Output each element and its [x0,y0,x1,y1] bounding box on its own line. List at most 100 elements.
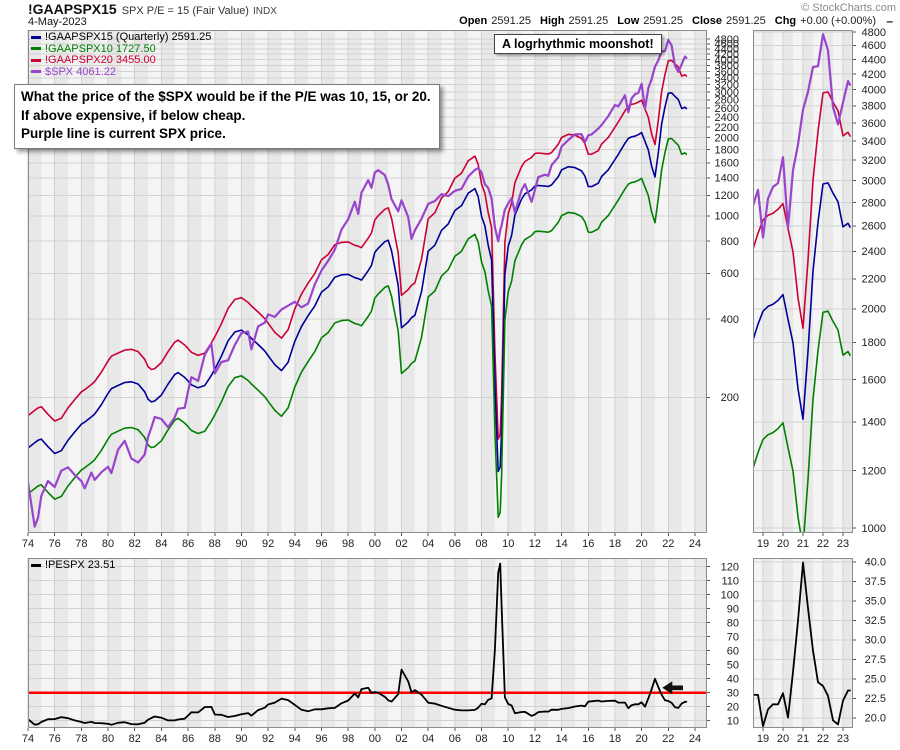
x-axis-tick-label: 12 [529,733,541,745]
x-axis-tick-label: 23 [837,733,849,745]
x-axis-tick-label: 94 [289,733,301,745]
legend-label: !PESPX 23.51 [45,559,116,571]
series-fv15-line [28,91,688,473]
x-axis-tick-label: 18 [609,733,621,745]
y-axis-tick-label: 3200 [715,80,739,92]
y-axis-tick-label: 120 [721,561,739,573]
x-axis-tick-label: 19 [757,733,769,745]
x-axis-tick-label: 12 [529,538,541,550]
y-axis-tick-label: 50 [727,660,739,672]
x-axis-tick-label: 10 [502,538,514,550]
x-axis-tick-label: 18 [609,538,621,550]
y-axis-tick-label: 22.5 [865,693,886,705]
x-axis-tick-label: 14 [555,538,567,550]
y-axis-tick-label: 100 [721,589,739,601]
chg-dash-glyph: – [886,14,893,28]
y-axis-tick-label: 800 [721,236,739,248]
quote-value: 2591.25 [491,15,532,27]
series-pe-line [28,562,688,726]
y-axis-tick-label: 2000 [715,133,739,145]
copyright: © StockCharts.com [801,2,896,14]
annotation-note-line: Purple line is current SPX price. [21,126,226,141]
y-axis-tick-label: 3200 [862,155,886,167]
x-axis-tick-label: 90 [235,538,247,550]
y-axis-tick-label: 3800 [862,101,886,113]
y-axis-tick-label: 30.0 [865,635,886,647]
y-axis-tick-label: 2200 [862,274,886,286]
y-axis-tick-label: 70 [727,631,739,643]
quote-value: +0.00 (+0.00%) [800,15,876,27]
x-axis-tick-label: 10 [502,733,514,745]
x-axis-tick-label: 02 [395,538,407,550]
x-axis-tick-label: 04 [422,538,434,550]
x-axis-tick-label: 74 [22,538,34,550]
x-axis-tick-label: 14 [555,733,567,745]
y-axis-tick-label: 4000 [862,84,886,96]
x-axis-tick-label: 06 [449,538,461,550]
x-axis-tick-label: 20 [777,538,789,550]
legend-label: !GAAPSPX20 3455.00 [45,54,156,66]
x-axis-tick-label: 00 [369,538,381,550]
y-axis-tick-label: 3600 [715,66,739,78]
x-axis-tick-label: 02 [395,733,407,745]
x-axis-tick-label: 20 [777,733,789,745]
x-axis-tick-label: 86 [182,538,194,550]
y-axis-tick-label: 1000 [862,523,886,535]
y-axis-tick-label: 3000 [715,87,739,99]
y-axis-tick-label: 20 [727,702,739,714]
legend-label: !GAAPSPX15 (Quarterly) 2591.25 [45,31,212,43]
legend-swatch [31,35,41,39]
x-axis-tick-label: 82 [129,733,141,745]
y-axis-tick-label: 1800 [862,337,886,349]
series-fv20-line [28,59,688,440]
y-axis-tick-label: 37.5 [865,576,886,588]
x-axis-tick-label: 78 [75,538,87,550]
main-pe-panel: 10 20 30 40 50 60 70 80 90 100 110 120 74 76 78 80 82 84 8… [22,558,739,745]
x-axis-tick-label: 78 [75,733,87,745]
x-axis-tick-label: 84 [155,733,167,745]
y-axis-tick-label: 4400 [862,54,886,66]
x-axis-tick-label: 84 [155,538,167,550]
y-axis-tick-label: 1600 [862,374,886,386]
plot-border [753,558,853,728]
y-axis-tick-label: 4200 [715,49,739,61]
x-axis-tick-label: 74 [22,733,34,745]
x-axis-tick-label: 82 [129,538,141,550]
y-axis-tick-label: 2600 [715,103,739,115]
y-axis-tick-label: 200 [721,392,739,404]
y-axis-tick-label: 30 [727,688,739,700]
x-axis-tick-label: 20 [636,733,648,745]
quote-bar: Open 2591.25 High 2591.25 Low 2591.25 Close 259… [450,15,876,27]
left-arrow-annotation [662,681,683,695]
y-axis-tick-label: 40 [727,674,739,686]
y-axis-tick-label: 2400 [862,246,886,258]
y-axis-tick-label: 4000 [715,54,739,66]
y-axis-tick-label: 2800 [862,197,886,209]
x-axis-tick-label: 22 [662,538,674,550]
y-axis-tick-label: 1800 [715,144,739,156]
y-axis-tick-label: 600 [721,268,739,280]
x-axis-tick-label: 98 [342,538,354,550]
y-axis-tick-label: 4400 [715,44,739,56]
x-axis-tick-label: 76 [49,733,61,745]
annotation-moonshot: A logrhythmic moonshot! [494,34,662,54]
annotation-note-line: If above expensive, if below cheap. [21,107,246,123]
price-legend: !GAAPSPX15 (Quarterly) 2591.25 !GAAPSPX10… [31,31,212,79]
y-axis-tick-label: 27.5 [865,654,886,666]
legend-item: $SPX 4061.22 [31,66,211,79]
legend-item: !GAAPSPX15 (Quarterly) 2591.25 [31,31,212,44]
x-axis-tick-label: 08 [475,538,487,550]
year-stripes [28,558,707,728]
plot-border [753,30,853,533]
x-axis-tick-label: 24 [689,538,701,550]
legend-swatch [31,58,41,62]
y-axis-tick-label: 3800 [715,60,739,72]
x-axis-tick-label: 92 [262,733,274,745]
y-axis-tick-label: 32.5 [865,615,886,627]
plot-border [28,30,707,533]
y-axis-tick-label: 2000 [862,304,886,316]
quote-value: 2591.25 [726,15,766,27]
y-axis-tick-label: 2600 [862,221,886,233]
y-axis-tick-label: 1400 [862,417,886,429]
x-axis-tick-label: 22 [817,733,829,745]
